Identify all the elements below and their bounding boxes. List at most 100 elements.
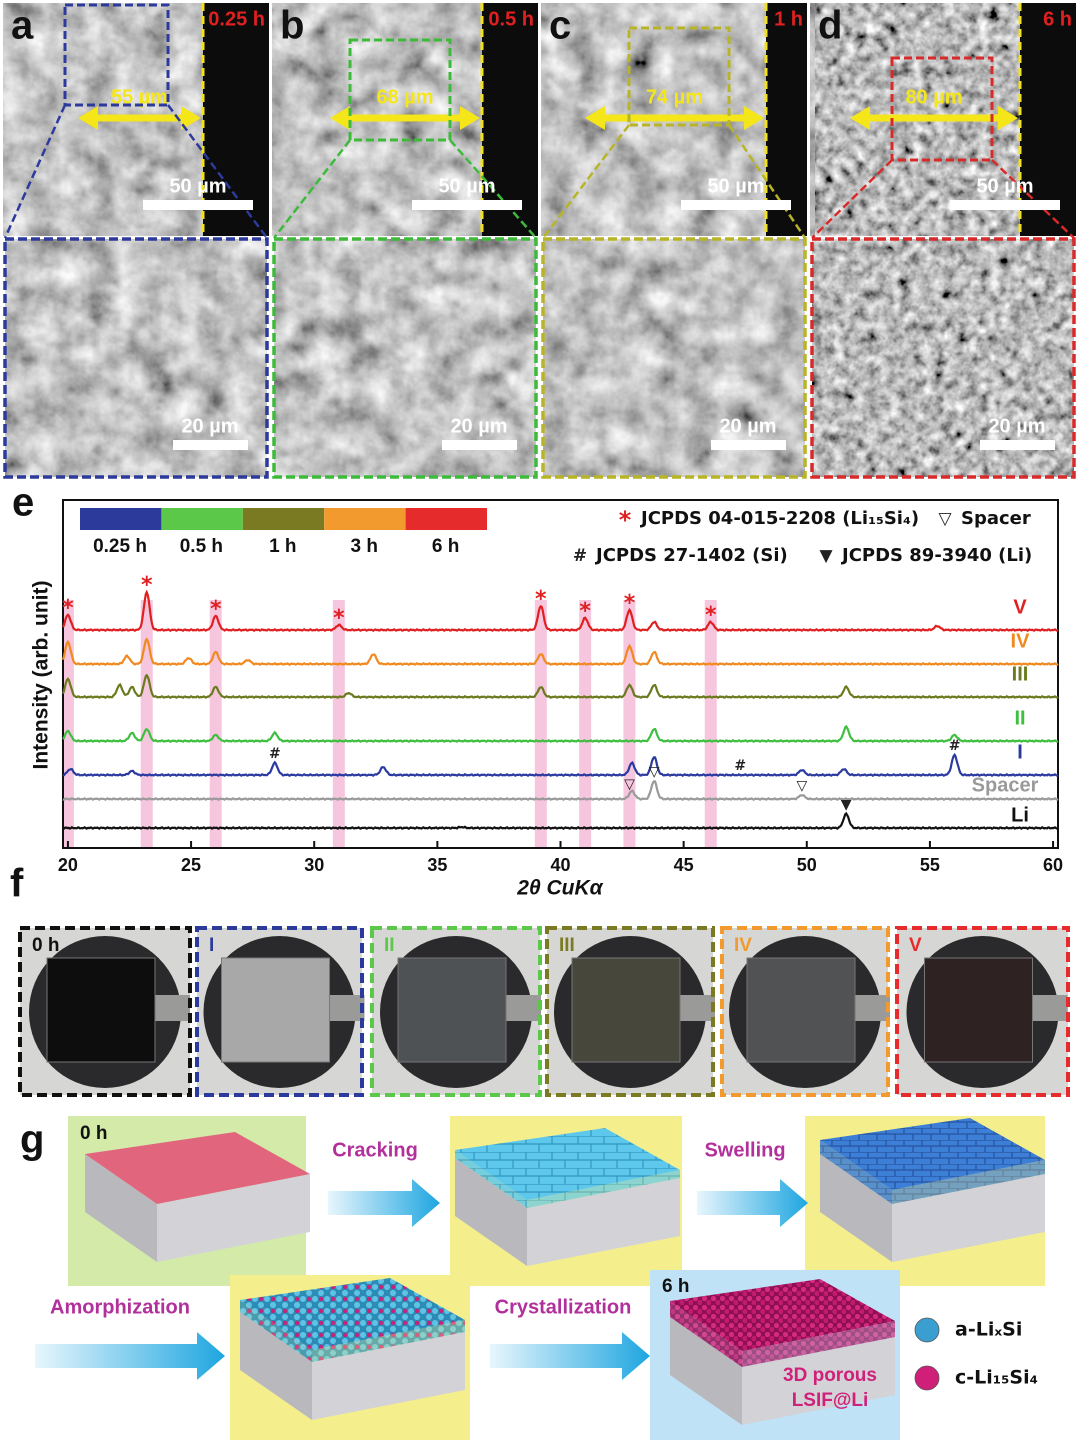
scale-bar [442, 440, 517, 450]
stage-time: 6 h [662, 1276, 689, 1297]
reference-band [534, 600, 547, 848]
process-arrow [328, 1179, 440, 1227]
arrow-head [78, 106, 98, 130]
process-arrow [35, 1332, 225, 1380]
process-arrow [697, 1179, 808, 1227]
xrd-trace [62, 780, 1059, 802]
stage-time: 0 h [80, 1123, 107, 1144]
lithium-foil [746, 957, 856, 1063]
thickness-label: 80 µm [905, 86, 962, 108]
sem-zoom [5, 239, 267, 477]
zoom-line [811, 159, 893, 239]
trace-label: I [1017, 741, 1023, 763]
lithium-foil [397, 957, 507, 1063]
scale-label: 20 µm [719, 415, 776, 437]
reference-band [623, 600, 636, 848]
time-label: 1 h [774, 8, 803, 30]
reference-symbol: ▽ [938, 509, 952, 529]
lithium-foil [924, 957, 1033, 1063]
reference-band [332, 600, 345, 848]
zoom-line [273, 139, 351, 239]
process-arrow [490, 1332, 650, 1380]
legend-swatch [161, 508, 243, 530]
slab-side [742, 1337, 895, 1425]
x-axis-title: 2θ CuKα [516, 877, 603, 900]
legend-label: a-LiₓSi [955, 1319, 1022, 1341]
layer-side [312, 1320, 465, 1362]
legend-ball [914, 1365, 940, 1391]
step-label: Swelling [704, 1139, 785, 1161]
slab-side [312, 1332, 465, 1420]
scale-label: 20 µm [988, 415, 1045, 437]
reference-text: JCPDS 04-015-2208 (Li₁₅Si₄) [639, 508, 919, 529]
scale-label: 50 µm [707, 175, 764, 197]
scale-bar [980, 440, 1055, 450]
slab-top [670, 1279, 895, 1351]
slab-side [892, 1174, 1045, 1262]
sem-zoom [812, 239, 1074, 477]
sem-zoom [543, 239, 805, 477]
arrow-head [998, 106, 1018, 130]
legend-swatch [405, 508, 487, 530]
photo-border [545, 926, 715, 1097]
photo-border [720, 926, 890, 1097]
slab-side [157, 1174, 310, 1262]
photo-label: III [559, 935, 575, 956]
reference-band [61, 600, 74, 848]
scale-bar [173, 440, 248, 450]
x-tick-label: 60 [1043, 855, 1063, 875]
peak-marker: * [579, 599, 591, 624]
peak-marker: ▼ [841, 797, 852, 813]
scale-bar [950, 200, 1060, 210]
arrow-head [850, 106, 870, 130]
reference-symbol: * [619, 506, 632, 534]
scale-bar [681, 200, 791, 210]
trace-label: Spacer [972, 774, 1039, 796]
time-label: 0.25 h [208, 8, 265, 30]
reference-symbol: ▼ [819, 546, 833, 566]
photo-label: II [384, 935, 395, 956]
legend-label: 1 h [269, 536, 296, 557]
legend-label: c-Li₁₅Si₄ [955, 1367, 1038, 1389]
scale-bar [143, 200, 253, 210]
sem-right [482, 3, 538, 236]
photo-label: 0 h [32, 935, 59, 956]
sem-zoom [274, 239, 536, 477]
panel-letter: e [12, 481, 34, 525]
legend-label: 6 h [432, 536, 459, 557]
panel-letter: g [20, 1118, 44, 1162]
time-label: 0.5 h [488, 8, 534, 30]
layer-side [892, 1160, 1045, 1204]
peak-marker: * [333, 606, 345, 631]
xrd-trace [62, 811, 1059, 831]
thickness-label: 55 µm [111, 86, 168, 108]
slab-top [455, 1128, 680, 1200]
legend-label: 0.25 h [93, 536, 147, 557]
trace-label: II [1014, 707, 1025, 729]
x-tick-label: 35 [427, 855, 447, 875]
inset-box [348, 38, 452, 142]
scale-bar [412, 200, 522, 210]
panel-letter: a [11, 4, 34, 48]
zoom-border [272, 237, 538, 479]
photo-border [18, 926, 192, 1097]
peak-marker: * [210, 597, 222, 622]
arrow-head [181, 106, 201, 130]
layer-front [455, 1150, 527, 1208]
reference-band [140, 600, 153, 848]
peak-marker: # [269, 746, 281, 762]
inset-box [890, 56, 994, 162]
xrd-trace [62, 589, 1059, 633]
peak-marker: # [734, 758, 746, 774]
lithium-foil [46, 957, 156, 1063]
slab-front [240, 1312, 312, 1420]
thickness-label: 74 µm [646, 86, 703, 108]
trace-label: V [1013, 596, 1027, 618]
layer-side [527, 1170, 680, 1208]
peak-marker: * [535, 587, 547, 612]
slab-front [670, 1317, 742, 1425]
panel-letter: d [818, 4, 842, 48]
trace-label: III [1012, 663, 1029, 685]
reference-band [704, 600, 717, 848]
x-tick-label: 25 [181, 855, 201, 875]
